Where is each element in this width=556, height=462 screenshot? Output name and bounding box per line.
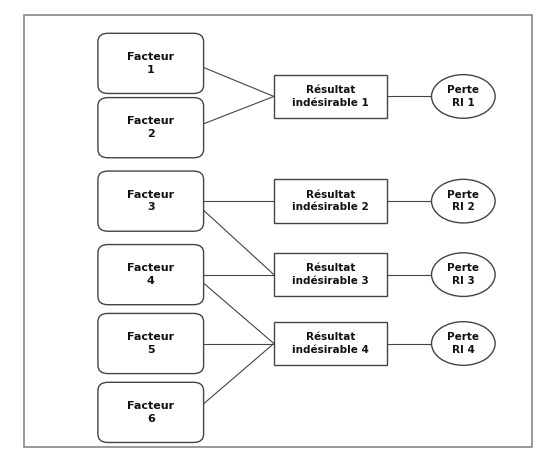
FancyBboxPatch shape <box>98 244 203 305</box>
Text: Facteur
5: Facteur 5 <box>127 332 175 355</box>
Ellipse shape <box>431 253 495 297</box>
Text: Résultat
indésirable 1: Résultat indésirable 1 <box>292 85 369 108</box>
Ellipse shape <box>431 179 495 223</box>
Text: Résultat
indésirable 3: Résultat indésirable 3 <box>292 263 369 286</box>
FancyBboxPatch shape <box>98 33 203 93</box>
FancyBboxPatch shape <box>274 75 388 118</box>
Ellipse shape <box>431 75 495 118</box>
Text: Perte
RI 4: Perte RI 4 <box>448 332 479 355</box>
FancyBboxPatch shape <box>98 383 203 443</box>
Text: Résultat
indésirable 2: Résultat indésirable 2 <box>292 190 369 213</box>
FancyBboxPatch shape <box>98 313 203 374</box>
Text: Facteur
1: Facteur 1 <box>127 52 175 74</box>
Text: Résultat
indésirable 4: Résultat indésirable 4 <box>292 332 369 355</box>
FancyBboxPatch shape <box>274 322 388 365</box>
Text: Perte
RI 1: Perte RI 1 <box>448 85 479 108</box>
Text: Facteur
3: Facteur 3 <box>127 190 175 213</box>
Ellipse shape <box>431 322 495 365</box>
Text: Perte
RI 2: Perte RI 2 <box>448 190 479 213</box>
Text: Facteur
6: Facteur 6 <box>127 401 175 424</box>
FancyBboxPatch shape <box>274 179 388 223</box>
Text: Perte
RI 3: Perte RI 3 <box>448 263 479 286</box>
FancyBboxPatch shape <box>98 97 203 158</box>
FancyBboxPatch shape <box>274 253 388 297</box>
FancyBboxPatch shape <box>98 171 203 231</box>
Text: Facteur
2: Facteur 2 <box>127 116 175 139</box>
Text: Facteur
4: Facteur 4 <box>127 263 175 286</box>
